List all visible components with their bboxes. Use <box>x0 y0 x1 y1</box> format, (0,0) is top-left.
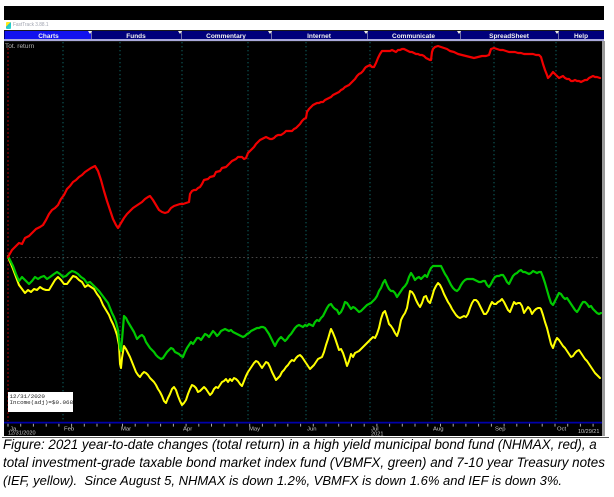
svg-text:Sep: Sep <box>495 426 506 432</box>
svg-text:12/31/2020: 12/31/2020 <box>8 431 36 437</box>
svg-text:Apr: Apr <box>183 426 192 432</box>
svg-text:Jul: Jul <box>371 426 379 432</box>
svg-text:2021: 2021 <box>371 432 383 438</box>
svg-text:May: May <box>249 426 260 432</box>
svg-text:Ja: Ja <box>10 426 17 432</box>
svg-text:Feb: Feb <box>64 426 75 432</box>
svg-text:10/29/21: 10/29/21 <box>578 429 599 435</box>
svg-text:Aug: Aug <box>433 426 443 432</box>
svg-text:Jun: Jun <box>307 426 317 432</box>
svg-text:Oct: Oct <box>557 426 567 432</box>
svg-text:Mar: Mar <box>121 426 131 432</box>
